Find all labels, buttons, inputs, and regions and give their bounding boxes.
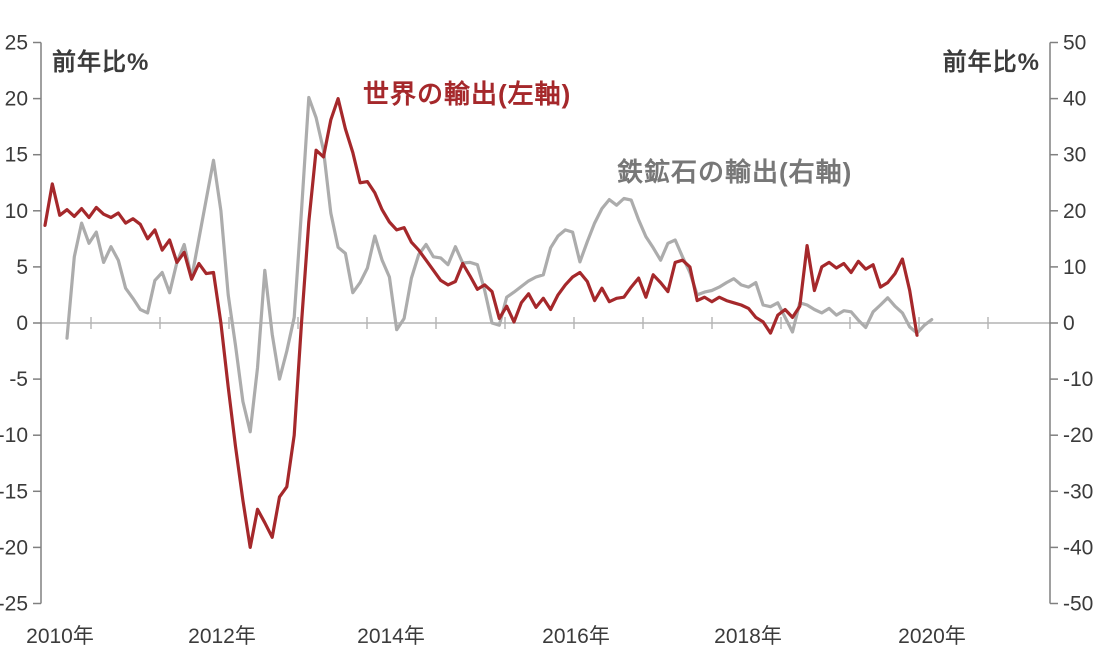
- left-axis-tick-label: 25: [5, 32, 28, 55]
- left-axis-tick-label: 5: [16, 256, 28, 279]
- right-axis-tick-label: -40: [1063, 536, 1093, 559]
- series-line-iron-ore-exports: [65, 95, 934, 434]
- right-axis-tick-label: 30: [1063, 144, 1086, 167]
- left-axis-tick-label: 0: [16, 312, 28, 335]
- right-axis-tick-label: 0: [1063, 312, 1075, 335]
- series-label-world-exports: 世界の輸出(左軸): [363, 79, 572, 109]
- right-axis-tick-label: 40: [1063, 88, 1086, 111]
- left-axis-tick-label: -20: [0, 536, 28, 559]
- left-axis-tick-label: 20: [5, 88, 28, 111]
- x-axis-year-label: 2012年: [188, 625, 256, 648]
- right-axis-unit-label: 前年比%: [942, 49, 1040, 76]
- series-line-world-exports: [43, 97, 919, 549]
- left-axis-unit-label: 前年比%: [52, 49, 150, 76]
- right-axis-tick-label: -20: [1063, 424, 1093, 447]
- right-axis-tick-label: 20: [1063, 200, 1086, 223]
- x-axis-year-label: 2014年: [357, 625, 425, 648]
- right-axis-tick-label: 50: [1063, 32, 1086, 55]
- right-axis-tick-label: 10: [1063, 256, 1086, 279]
- series-label-iron-ore-exports: 鉄鉱石の輸出(右軸): [617, 157, 853, 187]
- left-axis-tick-label: 10: [5, 200, 28, 223]
- right-axis-tick-label: -10: [1063, 368, 1093, 391]
- right-axis-tick-label: -30: [1063, 480, 1093, 503]
- x-axis-year-label: 2016年: [542, 625, 610, 648]
- x-axis-year-label: 2010年: [26, 625, 94, 648]
- left-axis-tick-label: 15: [5, 144, 28, 167]
- left-axis-tick-label: -25: [0, 593, 28, 616]
- left-axis-tick-label: -5: [9, 368, 28, 391]
- right-axis-tick-label: -50: [1063, 593, 1093, 616]
- x-axis-year-label: 2018年: [714, 625, 782, 648]
- x-axis-year-label: 2020年: [898, 625, 966, 648]
- left-axis-tick-label: -15: [0, 480, 28, 503]
- left-axis-tick-label: -10: [0, 424, 28, 447]
